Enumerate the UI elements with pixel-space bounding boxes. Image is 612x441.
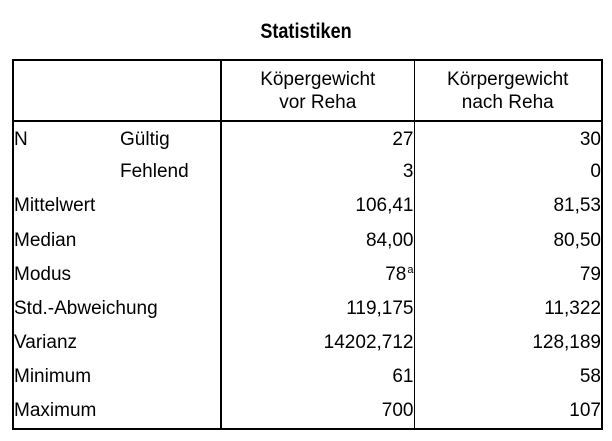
value-after-rehab: 11,322 xyxy=(544,298,601,320)
value-after-rehab: 30 xyxy=(579,129,601,151)
row-label: Varianz xyxy=(13,326,222,361)
value-before-rehab: 61 xyxy=(221,360,415,395)
column-header-after-rehab: Körpergewicht nach Reha xyxy=(414,60,602,122)
table-row: N Gültig 27 30 xyxy=(13,121,602,156)
table-row: Mittelwert 106,41 81,53 xyxy=(13,189,602,224)
table-row: Minimum 61 58 xyxy=(13,360,602,395)
table-title: Statistiken xyxy=(260,20,352,43)
value-before-rehab: 3 xyxy=(221,155,415,190)
value-before-rehab: 78a xyxy=(221,257,415,292)
value-before-rehab: 84,00 xyxy=(221,223,415,258)
table-row: Median 84,00 80,50 xyxy=(13,223,602,258)
value-after-rehab: 79 xyxy=(579,263,601,285)
value-before-rehab: 27 xyxy=(221,121,415,156)
row-label: N xyxy=(14,129,28,151)
footnote-marker: a xyxy=(407,263,414,276)
column-header-line: Körpergewicht xyxy=(447,68,569,90)
table-row: Maximum 700 107 xyxy=(13,394,602,429)
row-label: Std.-Abweichung xyxy=(13,291,222,327)
value-before-rehab: 14202,712 xyxy=(221,326,415,361)
value-after-rehab: 58 xyxy=(579,366,601,388)
value-after-rehab: 80,50 xyxy=(553,229,601,251)
row-label: Maximum xyxy=(13,394,222,429)
mode-value: 78 xyxy=(385,263,407,285)
table-row: Varianz 14202,712 128,189 xyxy=(13,326,602,361)
statistics-table: Köpergewicht vor Reha Körpergewicht nach… xyxy=(12,59,603,430)
row-label: Minimum xyxy=(13,360,222,395)
value-before-rehab: 106,41 xyxy=(221,189,415,224)
table-row: Std.-Abweichung 119,175 11,322 xyxy=(13,291,602,327)
value-after-rehab: 0 xyxy=(590,161,601,183)
row-sublabel: Gültig xyxy=(120,121,222,156)
row-label: Mittelwert xyxy=(13,189,222,224)
value-before-rehab: 119,175 xyxy=(221,291,415,327)
table-row: Modus 78a 79 xyxy=(13,257,602,292)
value-after-rehab: 107 xyxy=(569,400,601,422)
column-header-line: vor Reha xyxy=(279,91,357,113)
table-row: Fehlend 3 0 xyxy=(13,155,602,190)
row-label xyxy=(13,155,120,189)
value-after-rehab: 128,189 xyxy=(532,332,601,354)
value-after-rehab: 81,53 xyxy=(553,195,601,217)
table-header-row: Köpergewicht vor Reha Körpergewicht nach… xyxy=(13,60,602,122)
row-sublabel: Fehlend xyxy=(120,155,222,190)
column-header-line: nach Reha xyxy=(461,91,554,113)
value-before-rehab: 700 xyxy=(221,394,415,429)
header-corner-cell xyxy=(13,60,222,122)
column-header-line: Köpergewicht xyxy=(260,68,376,90)
row-label: Median xyxy=(13,223,222,258)
row-label: Modus xyxy=(13,257,222,292)
column-header-before-rehab: Köpergewicht vor Reha xyxy=(221,60,415,122)
